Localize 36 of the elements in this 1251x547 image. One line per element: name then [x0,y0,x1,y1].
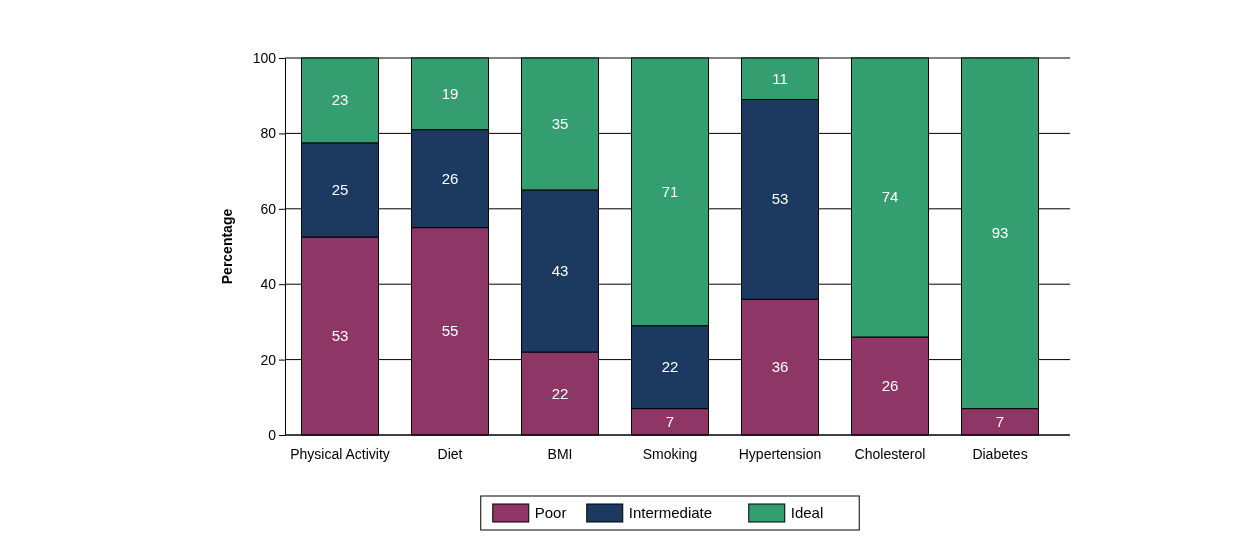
x-tick-label: Diabetes [972,445,1028,462]
y-axis-title: Percentage [219,208,235,285]
x-tick-label: Cholesterol [854,445,926,462]
data-label: 26 [881,376,899,394]
x-tick-label: Hypertension [738,445,822,462]
legend-label: Ideal [790,504,824,521]
data-label: 74 [881,188,899,206]
data-label: 25 [331,180,349,198]
y-tick-label: 80 [260,125,277,142]
data-label: 93 [991,224,1009,242]
x-tick-label: Diet [437,445,463,462]
legend-label: Intermediate [628,504,713,521]
y-tick-label: 40 [260,276,277,293]
data-label: 11 [772,69,788,87]
data-label: 71 [661,182,679,200]
data-label: 22 [661,358,679,376]
x-tick-label: BMI [547,445,573,462]
x-tick-label: Physical Activity [290,445,390,462]
data-label: 7 [995,412,1005,430]
data-label: 43 [551,262,569,280]
y-tick-label: 100 [252,49,277,66]
data-label: 22 [551,384,569,402]
y-tick-label: 0 [268,426,277,443]
data-label: 55 [441,322,459,340]
legend-label: Poor [534,504,567,521]
y-tick-label: 60 [260,200,277,217]
x-tick-label: Smoking [642,445,698,462]
data-label: 53 [331,327,349,345]
data-label: 19 [441,84,459,102]
data-label: 36 [771,358,789,376]
y-tick-label: 20 [260,351,277,368]
data-label: 53 [771,190,789,208]
data-label: 35 [551,114,569,132]
data-label: 26 [441,169,459,187]
data-label: 23 [331,91,349,109]
data-label: 7 [665,412,675,430]
